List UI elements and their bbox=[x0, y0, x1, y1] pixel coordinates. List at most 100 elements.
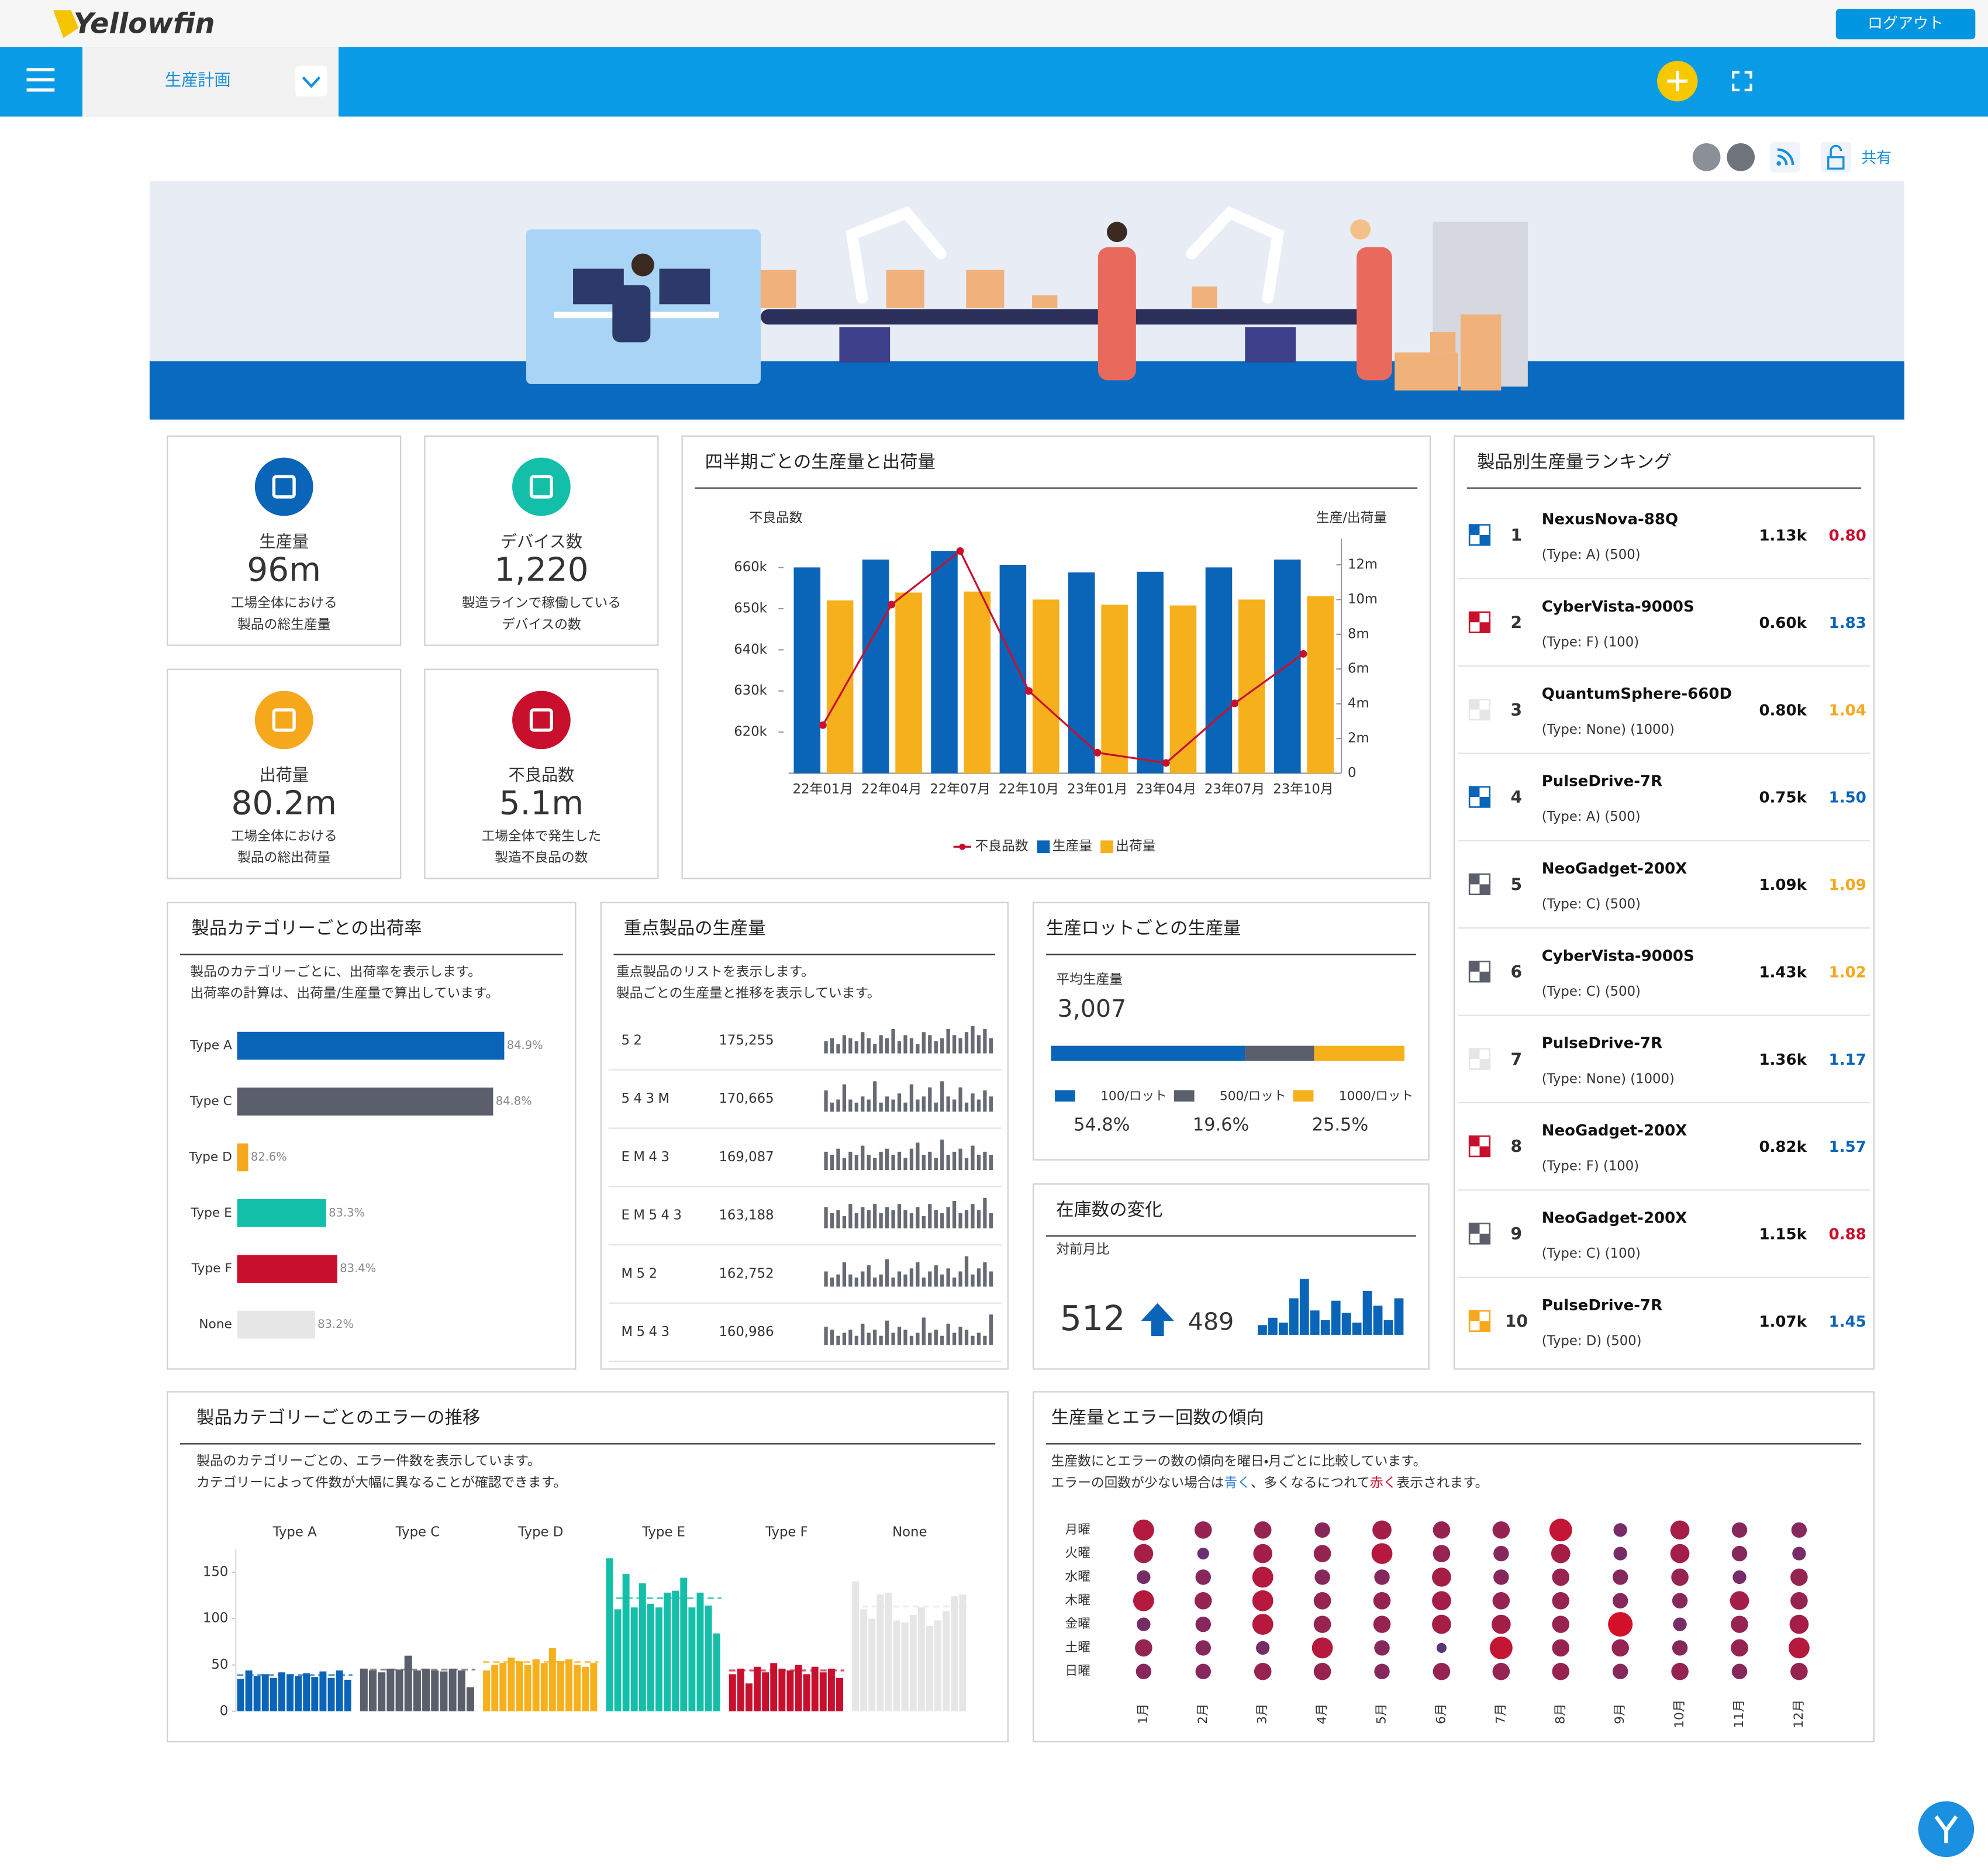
y-tick-label: 0 bbox=[220, 1703, 228, 1718]
sparkline-bar bbox=[989, 1038, 993, 1054]
avatar[interactable] bbox=[1727, 143, 1755, 171]
sparkline-bar bbox=[903, 1158, 907, 1171]
sparkline-bar bbox=[879, 1151, 883, 1171]
line-point bbox=[888, 600, 896, 609]
sparkline-bar bbox=[836, 1335, 840, 1345]
bar bbox=[448, 1668, 457, 1711]
bar bbox=[440, 1671, 448, 1711]
legend-swatch bbox=[1293, 1090, 1314, 1102]
bar bbox=[795, 1665, 802, 1711]
row-label: 日曜 bbox=[1065, 1664, 1090, 1679]
sparkline-bar bbox=[971, 1335, 975, 1345]
value-label: 83.4% bbox=[340, 1262, 376, 1275]
bar bbox=[901, 1622, 909, 1711]
box bbox=[1192, 286, 1217, 308]
sparkline-bar bbox=[854, 1155, 858, 1171]
bar bbox=[1352, 1323, 1362, 1335]
bar bbox=[1320, 1320, 1330, 1335]
bubble bbox=[1133, 1519, 1154, 1541]
sparkline-bar bbox=[830, 1155, 834, 1171]
sparkline-bar bbox=[976, 1035, 981, 1054]
bar bbox=[713, 1633, 720, 1711]
product-code: EM543 bbox=[622, 1208, 686, 1223]
segment-label: 54.8% bbox=[1074, 1115, 1130, 1135]
column-label: 12月 bbox=[1792, 1700, 1806, 1728]
bubble bbox=[1135, 1663, 1152, 1679]
sparkline-bar bbox=[940, 1213, 944, 1228]
bar bbox=[630, 1607, 638, 1711]
chair bbox=[612, 285, 651, 343]
row-label: 水曜 bbox=[1065, 1569, 1090, 1584]
bar bbox=[770, 1663, 778, 1711]
avatar[interactable] bbox=[1692, 143, 1721, 171]
bar bbox=[466, 1687, 474, 1711]
y2-tick-label: 12m bbox=[1348, 557, 1378, 572]
bar bbox=[287, 1674, 294, 1711]
x-tick-label: 22年10月 bbox=[999, 782, 1059, 797]
bar bbox=[395, 1669, 403, 1711]
bar bbox=[811, 1666, 819, 1711]
bubble bbox=[1789, 1637, 1810, 1659]
fullscreen-button[interactable] bbox=[1731, 71, 1752, 92]
kpi-icon bbox=[254, 457, 313, 516]
kpi-icon bbox=[512, 457, 571, 516]
sparkline-bar bbox=[909, 1148, 914, 1171]
rank-number: 3 bbox=[1511, 700, 1523, 720]
y-tick-label: 620k bbox=[734, 724, 767, 740]
line-point bbox=[1162, 759, 1170, 767]
sparkline-bar bbox=[946, 1207, 950, 1228]
product-name: NexusNova-88Q bbox=[1542, 510, 1678, 528]
bubble bbox=[1432, 1614, 1451, 1634]
box bbox=[1032, 295, 1058, 308]
bubble bbox=[1371, 1543, 1393, 1565]
sparkline-bar bbox=[854, 1277, 858, 1287]
sparkline-bar bbox=[903, 1102, 907, 1112]
stacked-segment bbox=[1314, 1045, 1404, 1061]
description-part: 青く bbox=[1224, 1475, 1251, 1490]
bar bbox=[483, 1670, 491, 1711]
sparkline-bar bbox=[873, 1330, 877, 1345]
y2-tick-label: 8m bbox=[1348, 626, 1369, 641]
sparkline-bar bbox=[983, 1151, 987, 1171]
sparkline-bar bbox=[909, 1268, 914, 1287]
description-part: 生産数にとエラーの数の傾向を曜日・月ごとに比較しています。 bbox=[1051, 1454, 1427, 1469]
logout-label[interactable]: ログアウト bbox=[1868, 15, 1944, 33]
stacked-segment bbox=[1245, 1045, 1314, 1061]
tab-label[interactable]: 生産計画 bbox=[165, 71, 231, 90]
sparkline-bar bbox=[830, 1330, 834, 1345]
menu-button[interactable] bbox=[26, 68, 55, 92]
product-detail: (Type: F) (100) bbox=[1542, 634, 1639, 650]
card bbox=[167, 902, 577, 1370]
panel-title: Type F bbox=[765, 1525, 808, 1540]
rank-icon bbox=[1469, 699, 1480, 710]
row-label: 月曜 bbox=[1065, 1523, 1090, 1537]
sparkline-bar bbox=[976, 1333, 981, 1345]
sparkline-bar bbox=[873, 1081, 877, 1112]
sparkline-bar bbox=[873, 1204, 877, 1228]
sparkline-bar bbox=[861, 1271, 865, 1287]
logout-button[interactable] bbox=[1835, 9, 1976, 40]
sparkline-bar bbox=[928, 1087, 932, 1112]
kpi-title: 不良品数 bbox=[509, 765, 575, 785]
kpi-description: 工場全体で発生した bbox=[482, 829, 602, 844]
sparkline-bar bbox=[964, 1158, 969, 1171]
sparkline-bar bbox=[848, 1151, 853, 1171]
kpi-icon-glyph bbox=[272, 708, 296, 732]
share-link[interactable]: 共有 bbox=[1861, 150, 1892, 167]
box bbox=[966, 270, 1005, 308]
rank-icon bbox=[1479, 534, 1490, 546]
bar bbox=[647, 1603, 654, 1711]
product-value: 163,188 bbox=[719, 1208, 774, 1223]
sparkline-bar bbox=[897, 1204, 902, 1228]
sparkline-bar bbox=[958, 1271, 962, 1287]
sparkline-bar bbox=[952, 1035, 957, 1054]
plus-icon bbox=[1667, 71, 1688, 92]
tab-dropdown[interactable] bbox=[295, 65, 327, 96]
sparkline-bar bbox=[879, 1274, 883, 1287]
bar bbox=[1289, 1298, 1299, 1335]
feed-button[interactable] bbox=[1770, 141, 1801, 172]
bubble bbox=[1432, 1591, 1451, 1611]
bar bbox=[762, 1672, 769, 1711]
bar bbox=[964, 591, 991, 774]
